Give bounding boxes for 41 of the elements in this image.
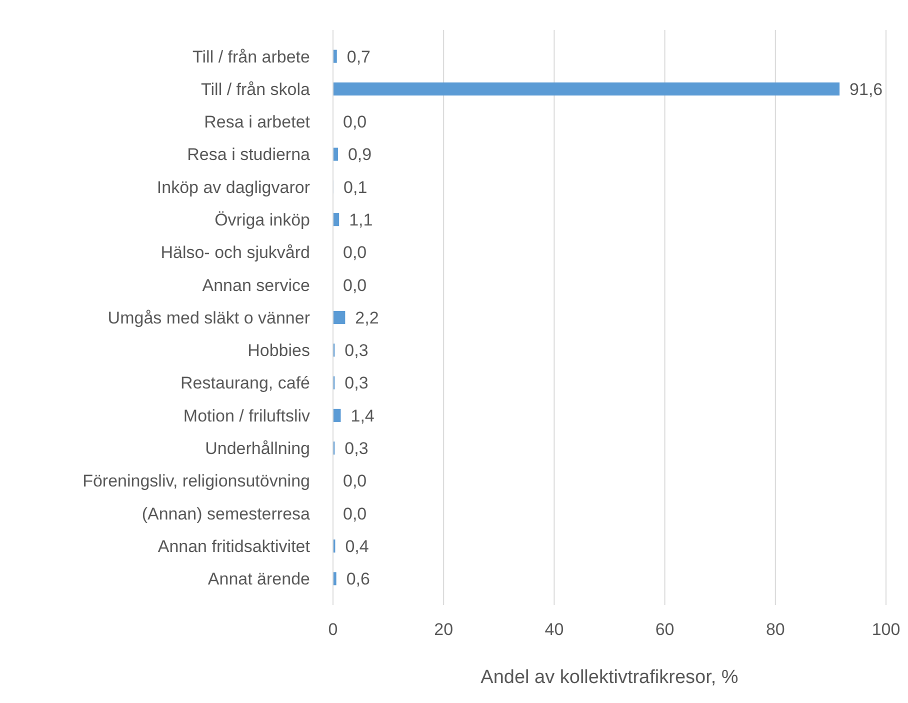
y-tick-label: Underhållning — [205, 439, 310, 458]
data-label: 0,7 — [346, 47, 371, 66]
y-tick-label: Hälso- och sjukvård — [160, 243, 310, 262]
data-label: 0,0 — [343, 243, 367, 262]
data-label: 0,3 — [344, 439, 368, 458]
x-tick-label: 20 — [434, 620, 454, 639]
data-label: 2,2 — [355, 308, 379, 328]
data-label: 0,0 — [343, 504, 367, 524]
data-label: 1,4 — [350, 406, 374, 426]
data-label: 91,6 — [850, 80, 883, 99]
y-tick-label: Restaurang, café — [180, 374, 310, 393]
y-tick-label: Inköp av dagligvaror — [156, 178, 310, 197]
y-tick-label: Övriga inköp — [214, 210, 310, 230]
y-tick-label: Annan fritidsaktivitet — [158, 536, 310, 556]
y-tick-label: Motion / friluftsliv — [183, 406, 310, 426]
x-tick-label: 80 — [766, 620, 785, 639]
data-label: 0,6 — [346, 570, 370, 589]
y-tick-label: Annan service — [202, 276, 310, 295]
data-label: 0,9 — [348, 145, 372, 164]
x-axis-title: Andel av kollektivtrafikresor, % — [480, 667, 738, 688]
x-tick-label: 40 — [544, 620, 564, 639]
data-label: 0,0 — [343, 472, 367, 491]
y-tick-label: Resa i arbetet — [204, 112, 310, 132]
data-label: 0,4 — [345, 536, 369, 556]
y-tick-label: (Annan) semesterresa — [142, 504, 311, 524]
y-tick-label: Umgås med släkt o vänner — [108, 308, 310, 328]
y-tick-label: Till / från arbete — [192, 47, 310, 66]
data-label: 0,3 — [344, 374, 368, 393]
y-tick-label: Resa i studierna — [187, 145, 311, 164]
x-tick-label: 60 — [655, 620, 674, 639]
data-label: 1,1 — [349, 210, 373, 230]
data-label: 0,0 — [343, 112, 367, 132]
x-tick-label: 100 — [872, 620, 900, 639]
y-tick-label: Till / från skola — [201, 80, 311, 99]
y-tick-label: Hobbies — [248, 341, 310, 360]
y-tick-label: Annat ärende — [208, 570, 310, 589]
data-label: 0,1 — [344, 178, 368, 197]
data-label: 0,3 — [344, 341, 368, 360]
data-label: 0,0 — [343, 276, 367, 295]
x-tick-label: 0 — [328, 620, 338, 639]
y-tick-label: Föreningsliv, religionsutövning — [82, 472, 310, 491]
